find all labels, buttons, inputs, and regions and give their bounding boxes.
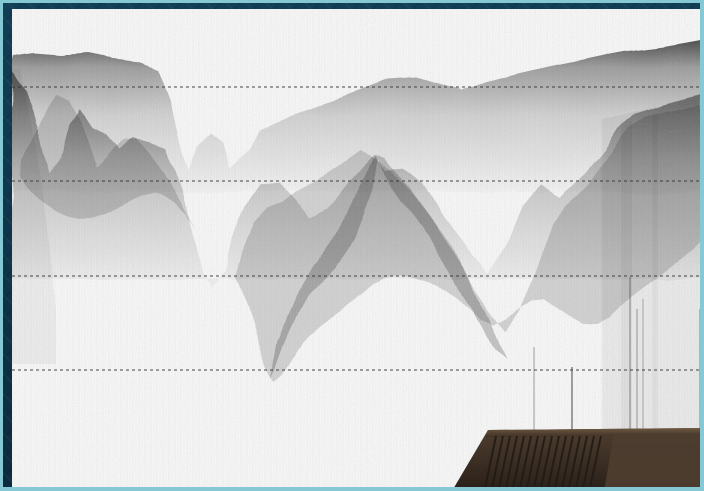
seismic-profile-paper: [12, 9, 702, 487]
dashed-lines: [12, 86, 702, 371]
right-dark-texture: [602, 97, 702, 487]
texture-overlay: [12, 9, 702, 487]
left-basin-shadow: [12, 69, 56, 364]
seismic-profile-graphic: [12, 9, 702, 487]
